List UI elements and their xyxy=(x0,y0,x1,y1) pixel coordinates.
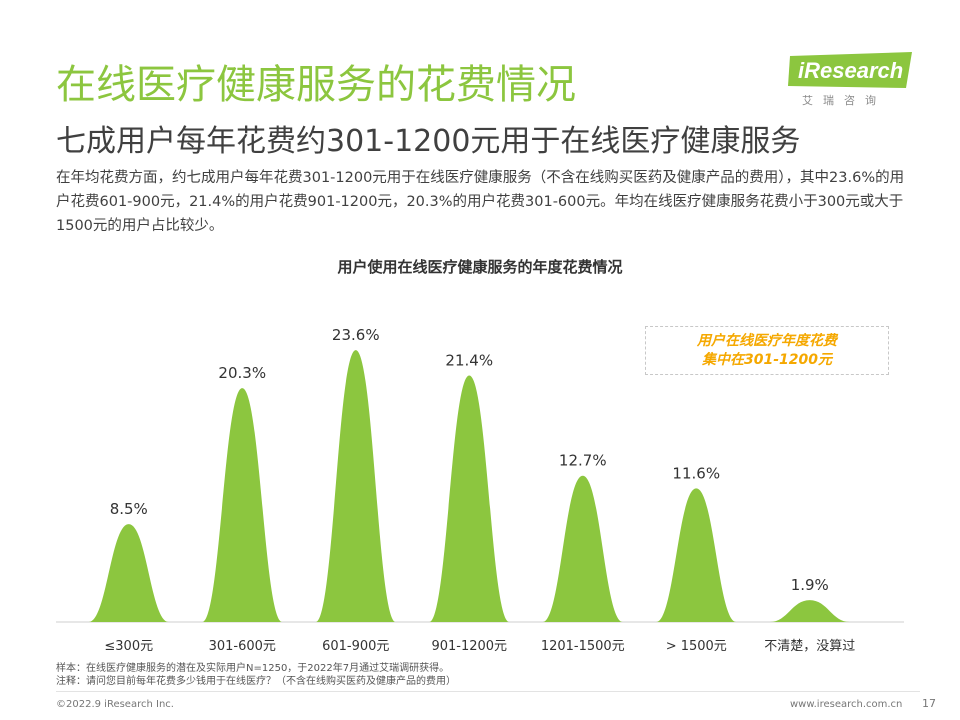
data-label: 20.3% xyxy=(218,364,266,382)
category-label: 不清楚，没算过 xyxy=(764,639,855,654)
chart-bar xyxy=(542,475,623,622)
chart-bar xyxy=(202,388,283,622)
callout-line-2: 集中在301-1200元 xyxy=(702,352,832,368)
data-label: 12.7% xyxy=(559,452,607,470)
description-text: 在年均花费方面，约七成用户每年花费301-1200元用于在线医疗健康服务（不含在… xyxy=(56,170,905,234)
sample-note: 样本：在线医疗健康服务的潜在及实际用户N=1250，于2022年7月通过艾瑞调研… xyxy=(56,663,450,674)
callout-line-1: 用户在线医疗年度花费 xyxy=(697,333,837,349)
callout-box: 用户在线医疗年度花费 集中在301-1200元 xyxy=(645,326,889,375)
data-label: 23.6% xyxy=(332,326,380,344)
chart-bar xyxy=(769,600,850,622)
chart-bar xyxy=(315,350,396,622)
data-label: 21.4% xyxy=(445,351,493,369)
copyright-text: ©2022.9 iResearch Inc. xyxy=(56,699,174,710)
annotation-note: 注释：请问您目前每年花费多少钱用于在线医疗？（不含在线购买医药及健康产品的费用） xyxy=(56,676,456,687)
chart-title: 用户使用在线医疗健康服务的年度花费情况 xyxy=(337,258,623,276)
logo-chinese-text: 艾瑞咨询 xyxy=(802,94,886,107)
logo-text: iResearch xyxy=(798,58,904,83)
footnotes: 样本：在线医疗健康服务的潜在及实际用户N=1250，于2022年7月通过艾瑞调研… xyxy=(56,662,456,688)
chart-bar xyxy=(656,488,737,622)
logo-badge-icon xyxy=(788,52,912,88)
website-link[interactable]: www.iresearch.com.cn xyxy=(790,699,903,710)
category-label: 1201-1500元 xyxy=(541,639,625,654)
iresearch-logo: iResearch 艾瑞咨询 xyxy=(788,52,918,110)
chart-bar xyxy=(88,524,169,622)
page-subtitle: 七成用户每年花费约301-1200元用于在线医疗健康服务 xyxy=(56,124,801,159)
category-label: 601-900元 xyxy=(322,639,389,654)
category-label: 301-600元 xyxy=(209,639,276,654)
chart-bar xyxy=(429,375,510,622)
category-label: ≤300元 xyxy=(104,639,153,654)
data-label: 8.5% xyxy=(110,500,148,518)
data-label: 1.9% xyxy=(791,576,829,594)
category-label: > 1500元 xyxy=(666,639,727,654)
page-title: 在线医疗健康服务的花费情况 xyxy=(56,62,576,108)
data-label: 11.6% xyxy=(672,464,720,482)
category-label: 901-1200元 xyxy=(431,639,507,654)
page-number: 17 xyxy=(922,697,936,710)
footer-divider xyxy=(56,691,920,692)
